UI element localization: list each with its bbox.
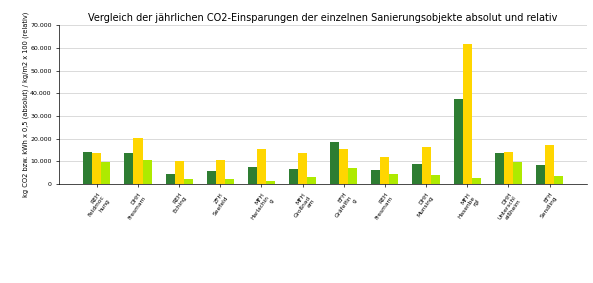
Bar (101, 162, 110, 184)
Bar (125, 153, 133, 184)
Bar (390, 174, 398, 184)
Bar (471, 178, 481, 184)
Bar (495, 153, 504, 184)
Y-axis label: kg CO2 bzw. kWh x 0,5 (absolut) / kg/m2 x 100 (relativ): kg CO2 bzw. kWh x 0,5 (absolut) / kg/m2 … (23, 12, 29, 198)
Bar (536, 165, 545, 184)
Bar (133, 138, 142, 184)
Bar (504, 152, 513, 184)
Bar (93, 153, 101, 184)
Title: Vergleich der jährlichen CO2-Einsparungen der einzelnen Sanierungsobjekte absolu: Vergleich der jährlichen CO2-Einsparunge… (88, 13, 558, 23)
Bar (545, 145, 554, 184)
Bar (413, 164, 422, 184)
Bar (83, 152, 93, 184)
Bar (454, 99, 463, 184)
Bar (348, 168, 358, 184)
Bar (248, 167, 257, 184)
Bar (216, 160, 225, 184)
Bar (431, 175, 439, 184)
Bar (339, 149, 348, 184)
Bar (266, 181, 275, 184)
Bar (175, 161, 184, 184)
Bar (513, 162, 522, 184)
Bar (289, 169, 298, 184)
Bar (463, 44, 471, 184)
Bar (422, 147, 431, 184)
Bar (380, 157, 390, 184)
Bar (142, 160, 152, 184)
Bar (307, 177, 316, 184)
Bar (257, 149, 266, 184)
Bar (184, 179, 193, 184)
Bar (298, 153, 307, 184)
Bar (330, 142, 339, 184)
Bar (225, 179, 234, 184)
Bar (165, 174, 175, 184)
Bar (207, 171, 216, 184)
Bar (554, 176, 563, 184)
Bar (371, 170, 380, 184)
